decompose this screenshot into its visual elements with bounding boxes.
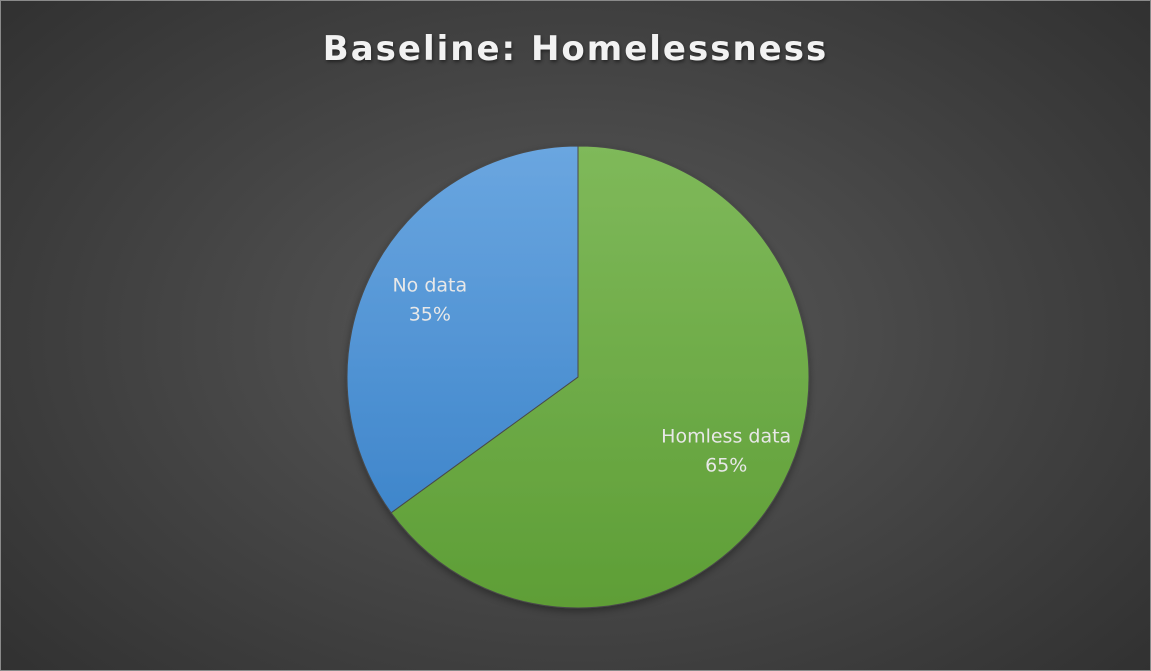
data-label-percent: 65%	[705, 455, 747, 477]
pie-slice-no-data	[346, 145, 579, 514]
data-label-category: No data	[392, 274, 467, 296]
data-label-category: Homless data	[661, 426, 791, 448]
pie-data-labels: Homless data 65% No data 35%	[392, 274, 791, 476]
data-label-percent: 35%	[409, 303, 451, 325]
chart-title: Baseline: Homelessness	[322, 29, 829, 69]
pie-slices	[346, 145, 810, 609]
pie-slice-homless-data	[390, 145, 810, 609]
